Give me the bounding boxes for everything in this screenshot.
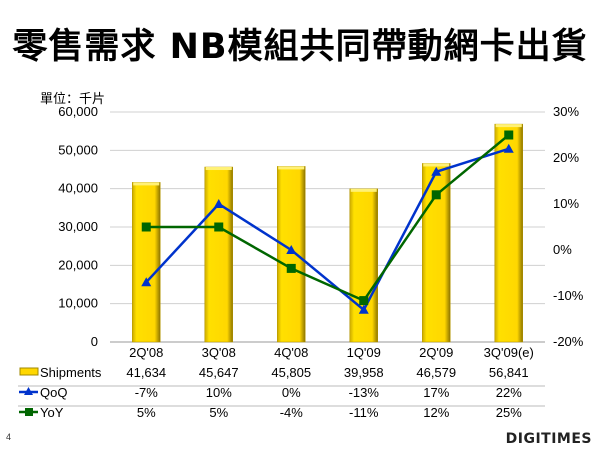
- left-axis-tick: 40,000: [58, 181, 98, 196]
- table-cell: -7%: [135, 385, 159, 400]
- line-yoy: [146, 134, 510, 303]
- table-cell: 45,647: [199, 365, 239, 380]
- bar-shipments: [277, 166, 306, 343]
- right-axis-tick: -20%: [553, 334, 584, 349]
- right-axis-tick: 30%: [553, 104, 579, 119]
- legend-marker-yoy: [25, 408, 33, 416]
- category-label: 3Q'08: [202, 345, 236, 360]
- marker-qoq: [358, 304, 369, 314]
- bar-shipments: [132, 182, 161, 343]
- bar-top-highlight: [495, 124, 522, 128]
- category-label: 2Q'09: [419, 345, 453, 360]
- left-axis-tick: 30,000: [58, 219, 98, 234]
- table-cell: -4%: [280, 405, 304, 420]
- marker-yoy: [359, 296, 369, 306]
- bar-shipments: [494, 123, 523, 343]
- table-cell: 46,579: [416, 365, 456, 380]
- marker-yoy: [141, 222, 151, 232]
- right-axis-tick: 20%: [553, 150, 579, 165]
- marker-yoy: [504, 130, 514, 140]
- bar-top-highlight: [423, 163, 450, 167]
- table-cell: 5%: [137, 405, 156, 420]
- legend-label-shipments: Shipments: [40, 365, 102, 380]
- chart-title: 零售需求 NB模組共同帶動網卡出貨: [12, 27, 588, 67]
- right-axis-tick: -10%: [553, 288, 584, 303]
- category-label: 3Q'09(e): [484, 345, 534, 360]
- table-cell: -13%: [349, 385, 380, 400]
- bar-top-highlight: [133, 182, 160, 186]
- table-cell: 10%: [206, 385, 232, 400]
- left-axis-tick: 50,000: [58, 142, 98, 157]
- legend-label-yoy: YoY: [40, 405, 64, 420]
- marker-yoy: [214, 222, 224, 232]
- left-axis-tick: 60,000: [58, 104, 98, 119]
- table-cell: 39,958: [344, 365, 384, 380]
- bar-top-highlight: [205, 167, 232, 171]
- marker-qoq: [431, 166, 442, 176]
- marker-yoy: [286, 263, 296, 273]
- table-cell: 41,634: [126, 365, 166, 380]
- table-cell: 22%: [496, 385, 522, 400]
- table-cell: 45,805: [271, 365, 311, 380]
- bar-top-highlight: [278, 166, 305, 170]
- left-axis-tick: 10,000: [58, 296, 98, 311]
- left-axis-tick: 0: [91, 334, 98, 349]
- left-axis-tick: 20,000: [58, 257, 98, 272]
- table-cell: 5%: [209, 405, 228, 420]
- table-cell: 17%: [423, 385, 449, 400]
- category-label: 4Q'08: [274, 345, 308, 360]
- digitimes-logo: DIGITIMES: [505, 431, 592, 447]
- legend-key-shipments: [19, 367, 39, 376]
- table-cell: 56,841: [489, 365, 529, 380]
- category-label: 2Q'08: [129, 345, 163, 360]
- category-label: 1Q'09: [347, 345, 381, 360]
- right-axis-tick: 0%: [553, 242, 572, 257]
- table-cell: -11%: [349, 405, 379, 420]
- marker-qoq: [213, 199, 224, 208]
- legend-label-qoq: QoQ: [40, 385, 67, 400]
- legend-marker-qoq: [24, 387, 33, 395]
- bar-top-highlight: [350, 188, 377, 192]
- page-number: 4: [6, 432, 12, 442]
- table-cell: 12%: [423, 405, 449, 420]
- bar-shipments: [349, 188, 378, 343]
- line-qoq: [145, 147, 510, 312]
- bar-shipments: [204, 166, 233, 343]
- marker-qoq: [503, 143, 514, 153]
- right-axis-tick: 10%: [553, 196, 579, 211]
- table-cell: 25%: [496, 405, 522, 420]
- table-cell: 0%: [282, 385, 301, 400]
- unit-label: 單位：千片: [40, 92, 106, 107]
- marker-yoy: [431, 190, 441, 200]
- marker-qoq: [141, 277, 152, 287]
- marker-qoq: [286, 245, 297, 254]
